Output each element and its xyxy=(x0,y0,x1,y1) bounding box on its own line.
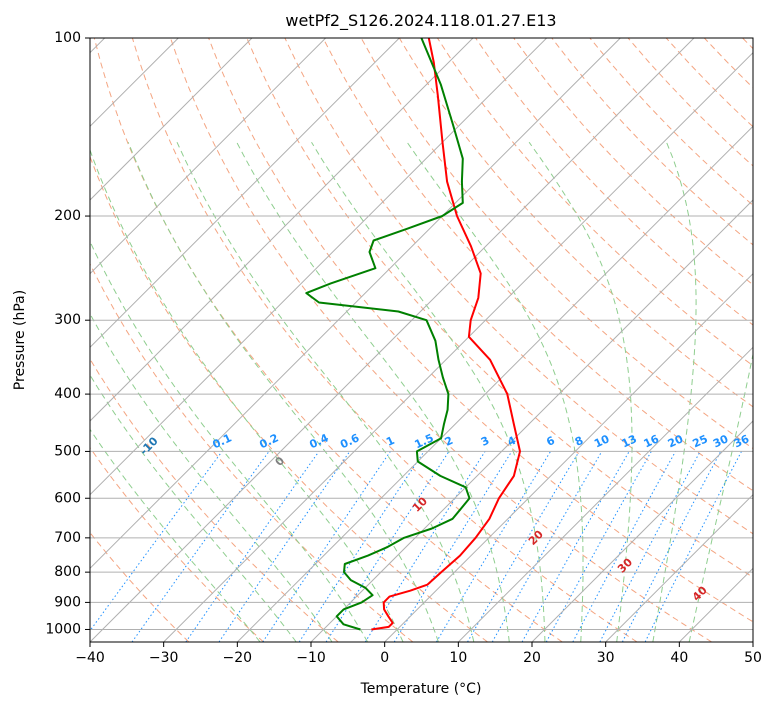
y-tick-label: 500 xyxy=(54,443,81,459)
isotherm xyxy=(457,346,753,642)
dry-adiabat xyxy=(90,262,414,642)
x-tick-label: −30 xyxy=(149,650,179,666)
dry-adiabat xyxy=(284,38,753,535)
mixing-ratio-label: 20 xyxy=(666,432,686,450)
mixing-ratio-line xyxy=(393,451,513,642)
mixing-ratio-label: 25 xyxy=(691,432,710,450)
mixing-ratio-line xyxy=(298,451,425,642)
dry-adiabat xyxy=(131,38,638,642)
y-tick-label: 100 xyxy=(54,30,81,46)
y-tick-label: 400 xyxy=(54,386,81,402)
mixing-ratio-line xyxy=(644,451,742,642)
isotherm xyxy=(90,38,474,422)
isotherm xyxy=(236,125,753,642)
dry-adiabat xyxy=(513,38,753,286)
isotherm xyxy=(90,38,327,275)
x-tick-label: 30 xyxy=(597,650,615,666)
mixing-ratio-label: 36 xyxy=(732,432,752,450)
dewpoint-trace xyxy=(305,38,471,631)
isotherm xyxy=(310,199,753,642)
x-tick-label: 0 xyxy=(380,650,389,666)
isotherm xyxy=(531,420,753,642)
plot-frame xyxy=(89,37,754,643)
dry-adiabat xyxy=(322,38,753,492)
mixing-ratio-label: 10 xyxy=(592,432,612,450)
x-tick-label: 40 xyxy=(670,650,688,666)
isotherm xyxy=(384,272,753,642)
dry-adiabat xyxy=(90,358,339,642)
y-tick-label: 200 xyxy=(54,208,81,224)
y-tick-label: 300 xyxy=(54,312,81,328)
isotherm xyxy=(90,38,400,349)
y-axis: 100 200 300 400 500 600 700 800 900 1000 xyxy=(45,30,90,637)
mixing-ratio-line xyxy=(325,451,450,642)
sounding-traces xyxy=(305,38,521,631)
dry-adiabat xyxy=(246,38,753,578)
x-tick-label: 50 xyxy=(744,650,762,666)
x-tick-label: 10 xyxy=(449,650,467,666)
dry-adiabat xyxy=(90,446,264,642)
y-tick-label: 900 xyxy=(54,594,81,610)
mixing-ratio-line xyxy=(218,451,351,642)
y-axis-label: Pressure (hPa) xyxy=(12,290,28,390)
mixing-ratio-line xyxy=(262,451,391,642)
dry-adiabat xyxy=(170,38,712,642)
y-tick-label: 800 xyxy=(54,564,81,580)
mixing-ratio-line xyxy=(545,451,652,642)
isotherm xyxy=(90,38,548,496)
mixing-ratio-label: 13 xyxy=(620,432,639,450)
x-tick-label: −10 xyxy=(296,650,326,666)
y-tick-label: 1000 xyxy=(45,621,81,637)
mixing-ratio-line xyxy=(572,451,676,642)
y-tick-label: 600 xyxy=(54,490,81,506)
pressure-gridlines xyxy=(90,38,753,642)
x-tick-label: 20 xyxy=(523,650,541,666)
temperature-trace xyxy=(371,38,521,631)
mixing-ratio-label: 16 xyxy=(642,432,662,450)
mixing-ratio-line xyxy=(185,451,320,642)
chart-title: wetPf2_S126.2024.118.01.27.E13 xyxy=(285,11,556,31)
mixing-ratio-label: 30 xyxy=(711,432,731,450)
y-tick-label: 700 xyxy=(54,530,81,546)
mixing-ratio-line xyxy=(621,451,722,642)
mixing-ratio-line xyxy=(90,451,223,632)
x-axis-label: Temperature (°C) xyxy=(360,681,482,697)
dry-adiabat xyxy=(208,38,753,623)
isotherm xyxy=(90,38,253,201)
isotherm xyxy=(90,38,695,642)
isotherm xyxy=(163,51,753,642)
isotherm xyxy=(605,493,753,642)
x-tick-label: −20 xyxy=(223,650,253,666)
mixing-ratio-line xyxy=(521,451,630,642)
x-tick-label: −40 xyxy=(75,650,105,666)
x-axis: −40 −30 −20 −10 0 10 20 30 40 50 xyxy=(75,642,762,666)
isotherm xyxy=(90,38,621,570)
dry-adiabat xyxy=(475,38,753,326)
